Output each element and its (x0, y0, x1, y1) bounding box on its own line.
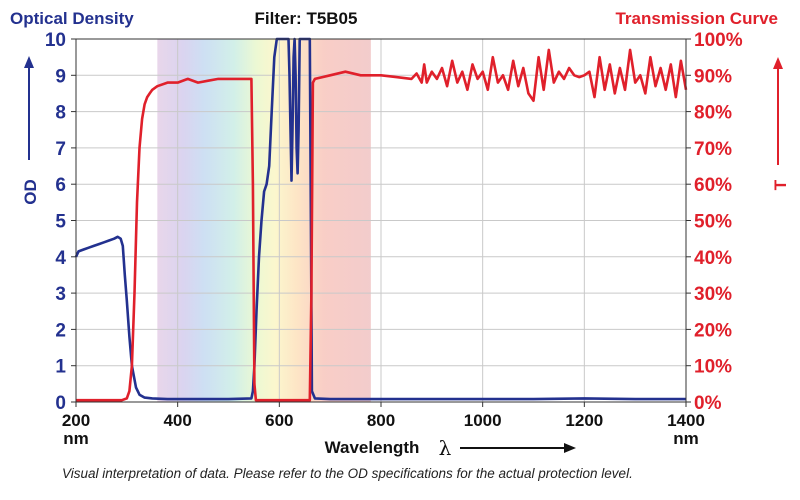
left-axis-label-group: OD (21, 56, 40, 205)
right-axis-header: Transmission Curve (615, 9, 778, 28)
x-tick-label: 1400 (667, 411, 705, 430)
transmission-series-line (76, 48, 688, 402)
x-tick-label: 800 (367, 411, 395, 430)
t-arrowhead-icon (773, 57, 783, 69)
x-arrowhead-icon (564, 443, 576, 453)
od-arrowhead-icon (24, 56, 34, 68)
y-right-tick-label: 30% (694, 284, 732, 305)
x-tick-label: 600 (265, 411, 293, 430)
left-y-ticks: 0 1 2 3 4 5 6 7 8 9 10 (45, 30, 67, 414)
x-unit-right: nm (673, 429, 699, 448)
x-tick-label: 200 (62, 411, 90, 430)
y-right-tick-label: 0% (694, 393, 722, 414)
y-left-tick-label: 2 (55, 320, 66, 341)
y-left-tick-label: 7 (55, 139, 66, 160)
y-left-tick-label: 5 (55, 212, 66, 233)
y-left-tick-label: 9 (55, 66, 66, 87)
right-axis-label-group: T (771, 57, 790, 190)
lambda-symbol: λ (439, 436, 452, 460)
y-right-tick-label: 50% (694, 212, 732, 233)
y-left-tick-label: 3 (55, 284, 66, 305)
right-axis-label: T (771, 179, 790, 190)
y-right-tick-label: 80% (694, 103, 732, 124)
y-left-tick-label: 6 (55, 175, 66, 196)
y-right-tick-label: 70% (694, 139, 732, 160)
x-unit-left: nm (63, 429, 89, 448)
x-ticks: 200 400 600 800 1000 1200 1400 (62, 411, 705, 430)
left-axis-label: OD (21, 179, 40, 205)
y-right-tick-label: 60% (694, 175, 732, 196)
y-right-tick-label: 40% (694, 248, 732, 269)
x-tick-label: 1000 (464, 411, 502, 430)
x-tick-label: 1200 (565, 411, 603, 430)
y-left-tick-label: 0 (55, 393, 66, 414)
footnote: Visual interpretation of data. Please re… (62, 466, 633, 481)
y-right-tick-label: 10% (694, 357, 732, 378)
od-series-line (74, 37, 686, 401)
y-right-tick-label: 20% (694, 320, 732, 341)
y-left-tick-label: 10 (45, 30, 66, 51)
y-left-tick-label: 1 (55, 357, 66, 378)
x-axis-label: Wavelength (325, 438, 420, 457)
chart-title: Filter: T5B05 (255, 9, 358, 28)
y-right-tick-label: 90% (694, 66, 732, 87)
right-y-ticks: 0% 10% 20% 30% 40% 50% 60% 70% 80% 90% 100% (694, 30, 743, 414)
x-tick-label: 400 (163, 411, 191, 430)
left-axis-header: Optical Density (10, 9, 134, 28)
y-left-tick-label: 4 (55, 248, 66, 269)
y-right-tick-label: 100% (694, 30, 743, 51)
plot-border (75, 38, 687, 403)
y-left-tick-label: 8 (55, 103, 66, 124)
